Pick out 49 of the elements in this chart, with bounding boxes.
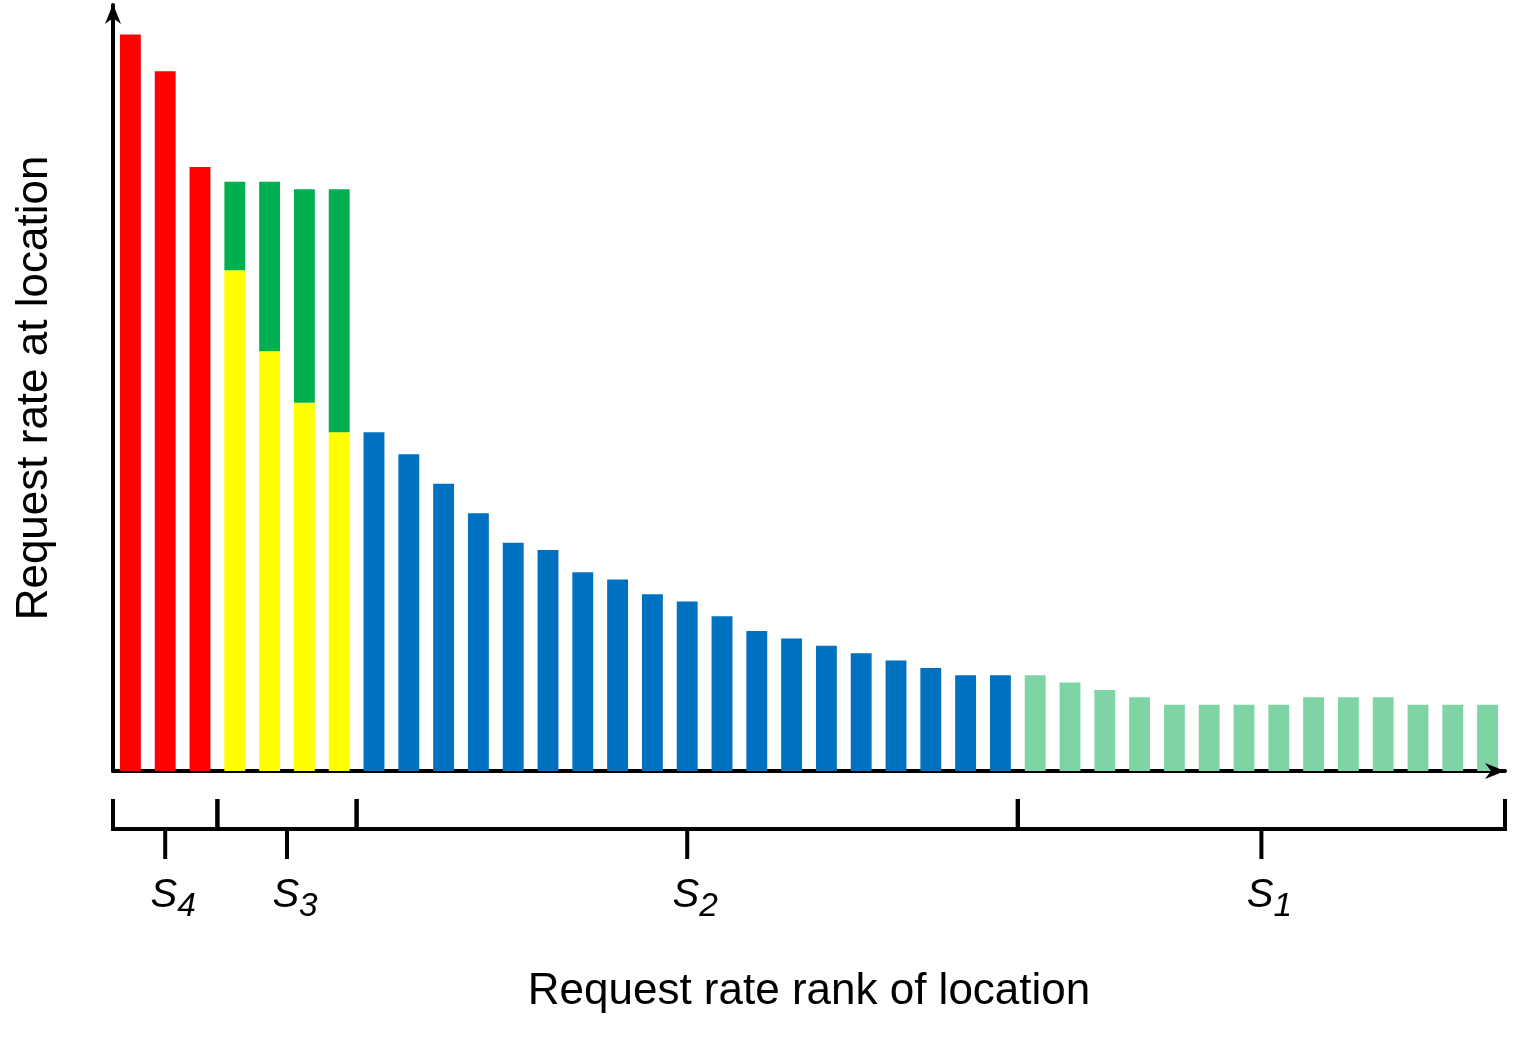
bar: [885, 660, 907, 771]
bar: [1337, 697, 1359, 771]
bar: [398, 454, 420, 771]
bar: [259, 181, 281, 352]
bar: [607, 579, 629, 771]
bar: [1094, 689, 1116, 771]
bar: [1163, 704, 1185, 771]
bar: [1407, 704, 1429, 771]
bar: [293, 402, 315, 771]
y-axis-title: Request rate at location: [6, 155, 56, 621]
bar: [1268, 704, 1290, 771]
bar: [293, 189, 315, 403]
bar: [676, 601, 698, 771]
bar: [224, 270, 246, 771]
bar: [1198, 704, 1220, 771]
bar: [224, 181, 246, 271]
bar: [328, 432, 350, 771]
bar: [154, 71, 176, 771]
bar: [502, 542, 524, 771]
bar: [781, 638, 803, 771]
bar: [572, 572, 594, 771]
bar: [119, 34, 141, 771]
x-axis-title: Request rate rank of location: [527, 963, 1091, 1013]
bar: [1372, 697, 1394, 771]
bar: [189, 167, 211, 771]
bar: [746, 631, 768, 771]
bar: [467, 513, 489, 771]
bar: [920, 667, 942, 771]
bar: [1024, 675, 1046, 771]
bar: [1129, 697, 1151, 771]
text: S$_{1}$: [1246, 871, 1293, 924]
bar: [259, 351, 281, 771]
bar: [1442, 704, 1464, 771]
bar: [850, 653, 872, 771]
bar: [1233, 704, 1255, 771]
bar: [989, 675, 1011, 771]
bar: [1303, 697, 1325, 771]
text: S$_{3}$: [272, 871, 318, 924]
text: S$_{2}$: [672, 871, 718, 924]
bar: [955, 675, 977, 771]
bar: [537, 550, 559, 771]
text: S$_{4}$: [150, 871, 196, 924]
bar: [433, 483, 455, 771]
bar: [641, 594, 663, 771]
bar: [815, 645, 837, 771]
bar: [363, 432, 385, 771]
bar: [1059, 682, 1081, 771]
bar: [328, 189, 350, 433]
bar: [711, 616, 733, 771]
